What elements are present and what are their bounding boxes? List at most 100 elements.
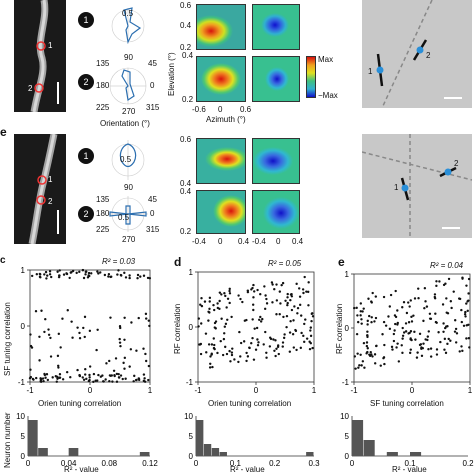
data-point xyxy=(407,332,410,335)
data-point xyxy=(78,331,81,335)
y-tick-label: 0 xyxy=(21,322,26,331)
data-point xyxy=(216,302,219,305)
data-point xyxy=(207,343,211,346)
data-point xyxy=(252,358,256,361)
data-point xyxy=(275,299,279,302)
data-point xyxy=(414,338,417,341)
data-point xyxy=(273,349,276,352)
data-point xyxy=(142,347,145,350)
data-point xyxy=(299,346,303,350)
data-point xyxy=(239,297,242,301)
data-point xyxy=(119,344,122,348)
hist-x-tick-label: 0.12 xyxy=(142,459,158,468)
data-point xyxy=(38,359,41,362)
data-point xyxy=(70,320,73,323)
data-point xyxy=(369,350,372,354)
data-point xyxy=(263,285,266,288)
data-point xyxy=(280,283,283,287)
data-point xyxy=(118,341,122,344)
data-point xyxy=(360,322,363,325)
data-point xyxy=(228,301,231,305)
data-point xyxy=(99,271,102,274)
polar-tick-135: 135 xyxy=(96,59,110,68)
rf2-ytick-2: 0.4 xyxy=(180,187,192,196)
data-point xyxy=(307,281,310,284)
polar2-tick-225: 225 xyxy=(96,225,110,234)
data-point xyxy=(271,283,274,286)
r2-annotation-e: R² = 0.04 xyxy=(430,261,464,270)
data-point xyxy=(278,290,282,293)
polar-plot-row2 xyxy=(108,140,148,232)
data-point xyxy=(117,269,120,272)
data-point xyxy=(281,341,285,344)
data-point xyxy=(387,315,390,318)
data-point xyxy=(239,355,242,358)
data-point xyxy=(123,356,127,360)
r2-annotation-c: R² = 0.03 xyxy=(102,257,136,266)
data-point xyxy=(117,372,120,376)
data-point xyxy=(467,292,470,295)
data-point xyxy=(212,303,215,307)
polar2-tick-90: 90 xyxy=(124,183,133,192)
data-point xyxy=(442,283,446,287)
data-point xyxy=(295,348,298,352)
data-point xyxy=(69,376,72,379)
data-point xyxy=(356,314,359,317)
x-tick-label: -1 xyxy=(350,386,358,395)
hist-y-tick-label: 10 xyxy=(16,412,25,421)
data-point xyxy=(123,367,126,370)
data-point xyxy=(129,348,133,351)
data-point xyxy=(245,351,248,355)
data-point xyxy=(218,299,221,303)
data-point xyxy=(368,314,371,318)
data-point xyxy=(394,322,397,326)
neuron2-badge-2: 2 xyxy=(78,206,94,222)
data-point xyxy=(388,327,392,331)
hist-y-tick-label: 10 xyxy=(340,412,349,421)
data-point xyxy=(286,292,289,296)
data-point xyxy=(302,291,305,295)
data-point xyxy=(207,319,210,322)
data-point xyxy=(443,337,447,341)
data-point xyxy=(282,336,286,340)
data-point xyxy=(49,336,52,340)
data-point xyxy=(78,374,81,377)
data-point xyxy=(302,334,305,338)
rf2-xtick-0: -0.4 xyxy=(192,237,206,246)
azimuth-label: Azimuth (°) xyxy=(206,115,246,124)
data-point xyxy=(467,277,471,281)
data-point xyxy=(437,331,440,334)
data-point xyxy=(218,291,222,294)
rf-xtick-2: 0.6 xyxy=(240,105,252,114)
data-point xyxy=(357,366,360,369)
data-point xyxy=(122,361,125,365)
data-point xyxy=(223,325,227,328)
data-point xyxy=(68,276,71,280)
data-point xyxy=(197,317,201,320)
data-point xyxy=(35,376,38,380)
data-point xyxy=(410,320,414,323)
data-point xyxy=(401,306,404,309)
data-point xyxy=(216,306,220,310)
data-point xyxy=(239,341,243,345)
schematic-1-label-1: 1 xyxy=(368,67,373,76)
data-point xyxy=(401,326,404,330)
histogram-e: 0 0.1 0.2 0 5 10 xyxy=(340,412,474,468)
data-point xyxy=(99,375,103,378)
data-point xyxy=(307,290,310,294)
data-point xyxy=(148,324,151,328)
polar2-tick-315: 315 xyxy=(146,225,160,234)
data-point xyxy=(94,379,97,382)
data-point xyxy=(211,365,214,369)
data-point xyxy=(288,331,292,334)
data-point xyxy=(252,283,255,287)
data-point xyxy=(137,316,140,320)
data-point xyxy=(308,347,312,351)
polar2-tick-180: 180 xyxy=(96,209,110,218)
data-point xyxy=(362,307,365,310)
data-point xyxy=(418,332,422,336)
data-point xyxy=(83,315,87,319)
data-point xyxy=(309,329,312,332)
data-point xyxy=(309,326,312,329)
data-point xyxy=(446,312,450,315)
